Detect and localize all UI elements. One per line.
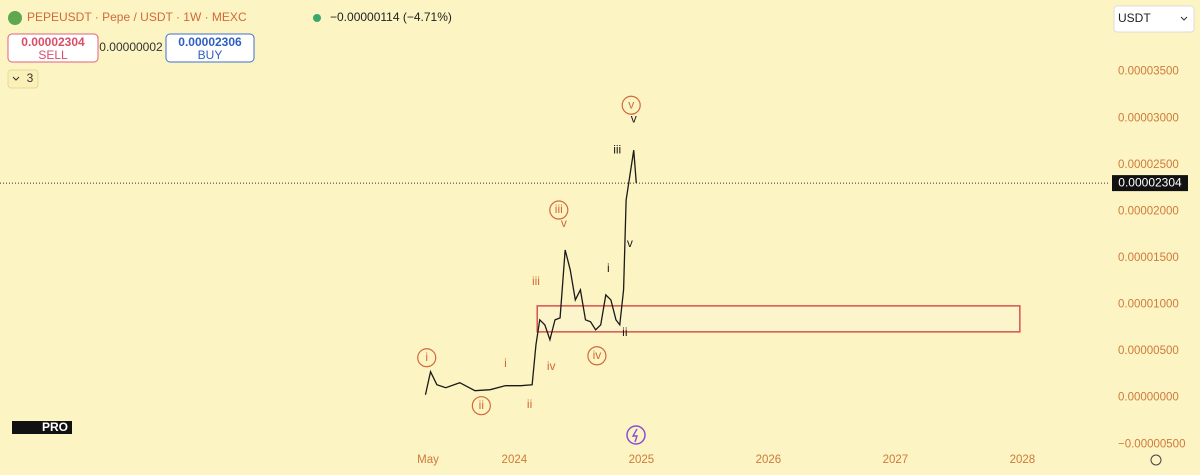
x-tick-label: May	[417, 454, 439, 466]
wave-label: v	[627, 236, 633, 250]
y-tick-label: 0.00000000	[1118, 392, 1179, 404]
wave-label: ii	[479, 398, 484, 412]
currency-select[interactable]	[1113, 5, 1195, 33]
x-tick-label: 2027	[883, 454, 909, 466]
x-tick-label: 2026	[756, 454, 782, 466]
settings-icon[interactable]	[1150, 454, 1162, 466]
logo	[12, 421, 72, 434]
last-price-label: 0.00002304	[1118, 175, 1182, 189]
symbol-icon	[8, 11, 22, 25]
wave-label: iii	[532, 274, 540, 288]
y-tick-label: 0.00002000	[1118, 205, 1179, 217]
wave-label: iv	[547, 359, 556, 373]
symbol-title: PEPEUSDT · Pepe / USDT · 1W · MEXC	[27, 10, 247, 24]
wave-circle	[587, 346, 607, 366]
logo-badge: PRO	[42, 420, 68, 434]
wave-label: ii	[622, 325, 627, 339]
indicator-toggle[interactable]	[7, 69, 39, 89]
y-tick-label: 0.00003000	[1118, 112, 1179, 124]
y-tick-label: 0.00001000	[1118, 299, 1179, 311]
sell-price: 0.00002304	[21, 35, 85, 49]
y-tick-label: 0.00003500	[1118, 66, 1179, 78]
price-change: −0.00000114 (−4.71%)	[330, 10, 452, 24]
x-tick-label: 2028	[1010, 454, 1036, 466]
wave-label: iii	[613, 142, 621, 156]
buy-label: BUY	[198, 48, 223, 62]
x-tick-label: 2025	[629, 454, 655, 466]
wave-label: iv	[593, 348, 602, 362]
wave-label: i	[504, 356, 507, 370]
wave-label: i	[425, 350, 428, 364]
events-icon[interactable]	[626, 425, 646, 445]
wave-label: iii	[555, 202, 563, 216]
indicator-count: 3	[27, 71, 34, 85]
wave-label: v	[631, 111, 637, 125]
market-status	[313, 14, 321, 22]
sell-button[interactable]	[7, 33, 99, 63]
y-tick-label: −0.00000500	[1118, 438, 1185, 450]
wave-circle	[549, 200, 569, 220]
wave-label: v	[628, 97, 634, 111]
select-chevron	[1180, 16, 1188, 21]
spread: 0.00000002	[99, 40, 163, 54]
y-tick-label: 0.00000500	[1118, 345, 1179, 357]
wave-circle	[621, 95, 641, 115]
wave-label: i	[607, 261, 610, 275]
wave-label: ii	[527, 397, 532, 411]
currency: USDT	[1118, 11, 1151, 25]
zone	[536, 305, 1021, 333]
wave-circle	[417, 348, 437, 368]
wave-label: v	[561, 216, 567, 230]
y-tick-label: 0.00002500	[1118, 159, 1179, 171]
price-line	[424, 150, 637, 395]
buy-price: 0.00002306	[178, 35, 242, 49]
x-tick-label: 2024	[502, 454, 528, 466]
wave-circle	[471, 396, 491, 416]
last-price-badge	[1112, 175, 1188, 192]
buy-button[interactable]	[165, 33, 255, 63]
y-tick-label: 0.00001500	[1118, 252, 1179, 264]
events-bolt	[631, 428, 638, 443]
toggle-chevron	[12, 76, 20, 81]
sell-label: SELL	[38, 48, 68, 62]
